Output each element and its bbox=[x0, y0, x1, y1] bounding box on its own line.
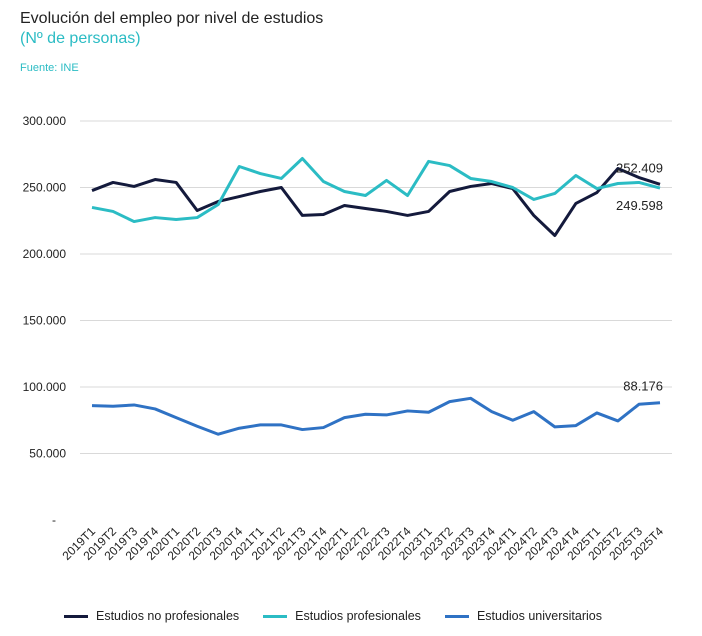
y-tick-label: 200.000 bbox=[23, 247, 67, 261]
legend-item: Estudios profesionales bbox=[263, 609, 421, 623]
legend-swatch bbox=[263, 614, 288, 618]
legend-item: Estudios universitarios bbox=[444, 609, 602, 623]
legend-label: Estudios profesionales bbox=[295, 609, 421, 623]
series-line-1 bbox=[91, 157, 661, 224]
legend: Estudios no profesionales Estudios profes… bbox=[64, 609, 602, 623]
end-value-label: 249.598 bbox=[616, 198, 663, 213]
end-value-label: 88.176 bbox=[623, 379, 663, 394]
legend-swatch bbox=[64, 614, 88, 618]
chart-title: Evolución del empleo por nivel de estudi… bbox=[20, 10, 324, 27]
y-tick-label: 300.000 bbox=[23, 114, 67, 128]
y-tick-label: 250.000 bbox=[23, 181, 67, 195]
end-value-label: 252.409 bbox=[616, 160, 663, 175]
chart-source: Fuente: INE bbox=[20, 62, 79, 74]
y-tick-label: 150.000 bbox=[23, 314, 67, 328]
y-tick-label: 50.000 bbox=[29, 447, 66, 461]
y-tick-label: 100.000 bbox=[23, 380, 67, 394]
chart-subtitle: (Nº de personas) bbox=[20, 30, 141, 47]
series-line-2 bbox=[91, 396, 661, 436]
y-tick-label: - bbox=[52, 513, 56, 527]
legend-label: Estudios universitarios bbox=[476, 609, 602, 623]
legend-label: Estudios no profesionales bbox=[96, 609, 240, 623]
legend-item: Estudios no profesionales bbox=[64, 609, 239, 623]
legend-swatch bbox=[444, 614, 469, 618]
series-line-0 bbox=[91, 166, 661, 238]
